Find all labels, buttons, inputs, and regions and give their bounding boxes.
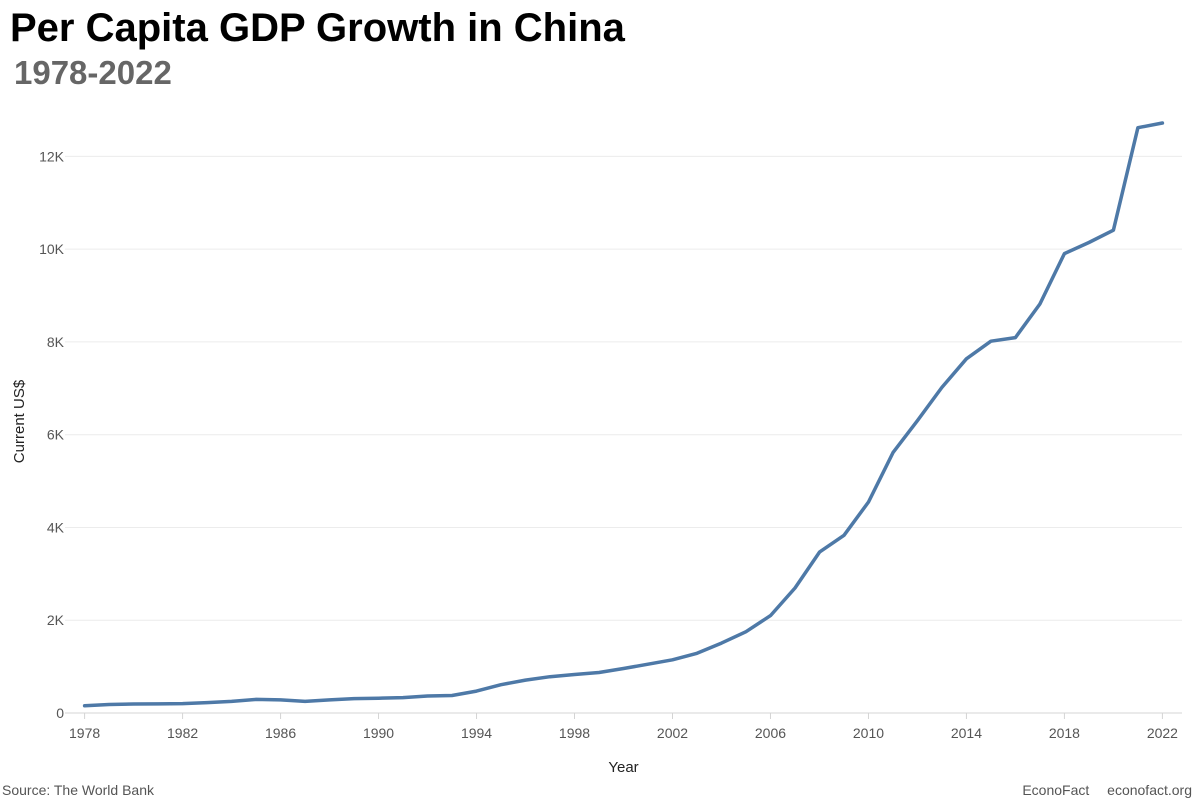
- x-tick-label: 1982: [167, 725, 198, 741]
- data-point[interactable]: [81, 702, 89, 710]
- y-axis-label: Current US$: [11, 379, 28, 463]
- data-point[interactable]: [1109, 226, 1117, 234]
- data-point[interactable]: [277, 696, 285, 704]
- data-point[interactable]: [424, 692, 432, 700]
- data-point[interactable]: [1060, 250, 1068, 258]
- data-point[interactable]: [522, 676, 530, 684]
- data-point[interactable]: [669, 656, 677, 664]
- x-tick-label: 2018: [1049, 725, 1080, 741]
- data-point[interactable]: [497, 681, 505, 689]
- y-tick-label: 8K: [47, 334, 65, 350]
- series: [81, 119, 1166, 710]
- data-point[interactable]: [987, 337, 995, 345]
- x-axis-ticks: 1978 1982 1986 1990 1994 1998 2002 2006 2010 2014…: [69, 713, 1178, 741]
- footer-branding: EconoFact econofact.org: [1008, 782, 1192, 798]
- data-point[interactable]: [693, 649, 701, 657]
- x-tick-label: 1978: [69, 725, 100, 741]
- x-tick-label: 1998: [559, 725, 590, 741]
- data-point[interactable]: [252, 695, 260, 703]
- data-point[interactable]: [644, 660, 652, 668]
- y-tick-label: 4K: [47, 519, 65, 535]
- x-tick-label: 2006: [755, 725, 786, 741]
- data-point[interactable]: [1134, 124, 1142, 132]
- data-point[interactable]: [350, 695, 358, 703]
- data-point[interactable]: [1011, 334, 1019, 342]
- x-tick-label: 1994: [461, 725, 492, 741]
- y-tick-label: 2K: [47, 612, 65, 628]
- y-axis-ticks: 0 2K 4K 6K 8K 10K 12K: [39, 148, 65, 721]
- x-tick-label: 2022: [1147, 725, 1178, 741]
- data-point[interactable]: [203, 699, 211, 707]
- data-point[interactable]: [791, 584, 799, 592]
- data-point[interactable]: [1158, 119, 1166, 127]
- data-point[interactable]: [913, 417, 921, 425]
- data-point[interactable]: [326, 696, 334, 704]
- data-point[interactable]: [865, 498, 873, 506]
- data-point[interactable]: [1036, 300, 1044, 308]
- data-point[interactable]: [375, 694, 383, 702]
- x-axis-label: Year: [608, 759, 638, 776]
- data-point[interactable]: [105, 701, 113, 709]
- data-point[interactable]: [228, 697, 236, 705]
- y-tick-label: 6K: [47, 427, 65, 443]
- data-point[interactable]: [130, 700, 138, 708]
- y-tick-label: 10K: [39, 241, 65, 257]
- data-point[interactable]: [473, 687, 481, 695]
- data-point[interactable]: [767, 612, 775, 620]
- gdp-per-capita-line: [82, 121, 1165, 708]
- data-point[interactable]: [962, 355, 970, 363]
- data-point[interactable]: [179, 700, 187, 708]
- data-point[interactable]: [889, 449, 897, 457]
- data-point[interactable]: [154, 700, 162, 708]
- data-point[interactable]: [1085, 239, 1093, 247]
- data-point[interactable]: [938, 383, 946, 391]
- data-point[interactable]: [742, 628, 750, 636]
- brand-name: EconoFact: [1022, 782, 1090, 798]
- x-tick-label: 2014: [951, 725, 982, 741]
- y-tick-label: 12K: [39, 148, 65, 164]
- x-tick-label: 1990: [363, 725, 394, 741]
- data-point[interactable]: [448, 692, 456, 700]
- data-point[interactable]: [718, 639, 726, 647]
- data-point[interactable]: [595, 669, 603, 677]
- data-point[interactable]: [620, 665, 628, 673]
- data-point[interactable]: [816, 548, 824, 556]
- x-tick-label: 1986: [265, 725, 296, 741]
- data-point[interactable]: [840, 531, 848, 539]
- chart-subtitle: 1978-2022: [14, 54, 172, 91]
- data-point[interactable]: [399, 694, 407, 702]
- x-tick-label: 2002: [657, 725, 688, 741]
- source-note: Source: The World Bank: [2, 782, 155, 798]
- x-tick-label: 2010: [853, 725, 884, 741]
- y-tick-label: 0: [56, 705, 64, 721]
- chart-title: Per Capita GDP Growth in China: [10, 6, 625, 50]
- data-point[interactable]: [571, 671, 579, 679]
- data-point[interactable]: [301, 697, 309, 705]
- data-point[interactable]: [546, 673, 554, 681]
- brand-url[interactable]: econofact.org: [1107, 782, 1192, 798]
- gridlines: [65, 155, 1182, 621]
